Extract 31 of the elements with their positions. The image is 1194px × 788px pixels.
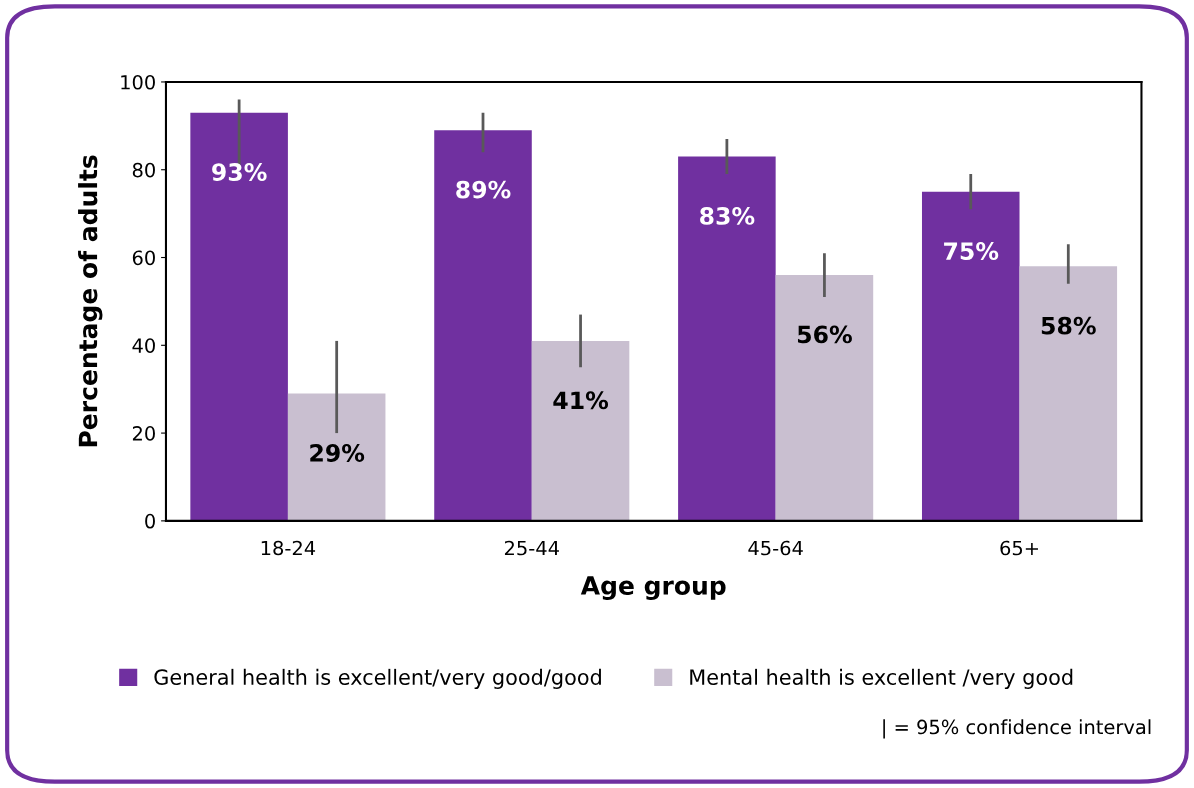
data-label: 93%: [212, 163, 267, 181]
y-axis-title: Percentage of adults: [78, 155, 103, 447]
x-axis-title: Age group: [580, 576, 726, 600]
data-label: 89%: [456, 180, 511, 199]
bar: [678, 156, 776, 521]
x-tick-label: 18-24: [261, 540, 316, 556]
x-tick-label: 45-64: [748, 540, 803, 556]
bar: [1019, 266, 1118, 521]
bar: [190, 112, 288, 521]
legend-label: Mental health is excellent /very good: [690, 668, 1073, 690]
bar: [921, 191, 1020, 521]
data-label: 41%: [553, 391, 609, 410]
data-label: 75%: [944, 242, 999, 260]
y-tick-label: 0: [145, 513, 155, 529]
y-tick-label: 20: [132, 426, 155, 441]
y-tick-label: 100: [121, 74, 155, 90]
text: | = 95% confidence interval: [883, 719, 1151, 739]
y-tick-label: 80: [132, 162, 155, 178]
data-label: 29%: [310, 444, 365, 462]
data-label: 58%: [1041, 316, 1096, 335]
data-label: 83%: [700, 207, 755, 225]
bar: [775, 275, 874, 521]
legend-label: General health is excellent/very good/good: [154, 668, 601, 690]
bar: [531, 340, 630, 521]
bar: [287, 393, 386, 521]
y-tick-label: 60: [132, 250, 155, 266]
y-tick-label: 40: [132, 338, 155, 353]
bar: [434, 130, 532, 521]
x-tick-label: 25-44: [504, 540, 559, 556]
x-tick-label: 65+: [1000, 540, 1038, 556]
data-label: 56%: [797, 325, 852, 344]
